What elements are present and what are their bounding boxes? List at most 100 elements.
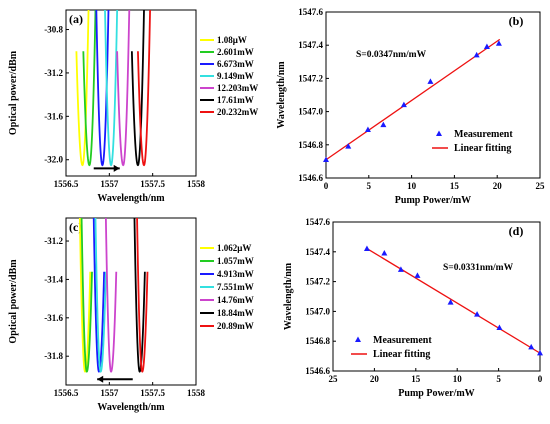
panel-3: 25 20 15 10 5 0 1546.6 1546.8 1547.0 1547.2 1547.4…	[283, 217, 543, 399]
y-tick-label: -31.2	[44, 236, 63, 246]
series-line-2	[80, 217, 93, 373]
y-tick-label: 1547.6	[305, 217, 330, 227]
panel-0: 1556.5 1557 1557.5 1558 -30.8 -31.2 -31.6 -32.0…	[8, 9, 258, 204]
y-tick-label: -30.8	[44, 25, 63, 35]
series-line-1	[75, 9, 90, 167]
y-tick-label: -31.4	[44, 274, 63, 284]
legend-label-4: 9.149mW	[217, 71, 254, 81]
series-line-5	[104, 217, 118, 373]
panel-2: 1556.5 1557 1557.5 1558 -31.2 -31.4 -31.6 -31.8…	[8, 217, 254, 413]
data-point-4	[380, 121, 387, 128]
x-tick-label: 15	[450, 181, 460, 191]
y-tick-label: 1546.8	[305, 336, 330, 346]
legend-swatch-measurement	[355, 336, 361, 342]
data-point-9	[537, 349, 543, 356]
y-tick-label: 1547.4	[305, 247, 330, 257]
legend-label-3: 6.673mW	[217, 59, 254, 69]
legend-label-fit: Linear fitting	[454, 143, 511, 154]
legend-label-1: 1.062μW	[217, 243, 251, 253]
legend-label-2: 1.057mW	[217, 256, 254, 266]
data-point-3	[364, 126, 371, 133]
panel-label: (b)	[509, 14, 524, 28]
series-line-7	[136, 217, 149, 373]
shift-arrow-head	[97, 375, 104, 383]
x-tick-label: 1558	[187, 179, 206, 189]
x-tick-label: 25	[536, 181, 546, 191]
legend-label-1: 1.08μW	[217, 35, 247, 45]
panel-label: (a)	[69, 12, 83, 26]
x-tick-label: 10	[453, 374, 463, 384]
y-tick-label: -31.8	[44, 351, 63, 361]
series-line-6	[130, 9, 145, 167]
x-axis-label: Wavelength/nm	[97, 193, 165, 204]
data-point-6	[474, 311, 481, 317]
panel-1: 0 5 10 15 20 25 1546.6 1546.8 1547.0 1547.2 1547.4…	[276, 7, 545, 206]
data-point-4	[414, 272, 421, 278]
x-axis-label: Pump Power/mW	[395, 195, 471, 206]
x-tick-label: 1557.5	[140, 179, 165, 189]
y-axis-label: Wavelength/nm	[283, 262, 294, 330]
data-point-5	[400, 101, 407, 108]
legend-label-3: 4.913mW	[217, 269, 254, 279]
legend-swatch-measurement	[436, 130, 442, 136]
y-tick-label: -31.2	[44, 68, 63, 78]
series-line-6	[133, 217, 146, 373]
legend-label-measurement: Measurement	[454, 129, 513, 140]
data-point-9	[495, 40, 502, 46]
x-tick-label: 1556.5	[54, 179, 79, 189]
y-tick-label: 1546.6	[298, 173, 323, 183]
x-tick-label: 0	[538, 374, 543, 384]
data-point-7	[473, 51, 480, 58]
y-axis-label: Wavelength/nm	[276, 61, 287, 129]
x-tick-label: 1558	[187, 388, 206, 398]
y-tick-label: 1547.2	[298, 73, 323, 83]
y-tick-label: -31.6	[44, 111, 63, 121]
data-point-1	[323, 156, 329, 162]
y-tick-label: 1547.0	[298, 107, 323, 117]
data-point-8	[528, 343, 535, 350]
y-tick-label: 1547.6	[298, 7, 323, 17]
slope-annotation: S=0.0347nm/mW	[356, 50, 427, 60]
y-tick-label: 1546.6	[305, 366, 330, 376]
series-line-1	[78, 217, 92, 373]
x-axis-label: Pump Power/mW	[398, 388, 474, 399]
x-tick-label: 1557	[100, 388, 119, 398]
data-point-8	[483, 43, 490, 50]
legend-label-6: 17.61mW	[217, 95, 254, 105]
series-line-3	[92, 217, 106, 373]
y-tick-label: -31.6	[44, 313, 63, 323]
y-tick-label: 1547.4	[298, 40, 323, 50]
x-tick-label: 1556.5	[54, 388, 79, 398]
legend-label-6: 18.84mW	[217, 308, 254, 318]
plot-frame	[332, 221, 541, 372]
y-tick-label: 1547.2	[305, 277, 330, 287]
y-axis-label: Optical power/dBm	[8, 259, 19, 344]
series-line-7	[137, 9, 151, 167]
x-tick-label: 0	[324, 181, 329, 191]
plot-frame	[65, 9, 197, 177]
legend-label-2: 2.601mW	[217, 47, 254, 57]
legend-label-5: 12.203mW	[217, 83, 258, 93]
fit-line	[325, 38, 501, 161]
series-line-4	[104, 9, 119, 167]
x-tick-label: 15	[411, 374, 421, 384]
x-axis-label: Wavelength/nm	[97, 402, 165, 413]
x-tick-label: 20	[493, 181, 503, 191]
data-point-2	[381, 249, 388, 256]
panel-label: (c)	[69, 220, 82, 234]
x-tick-label: 10	[407, 181, 417, 191]
legend-label-measurement: Measurement	[373, 335, 432, 346]
shift-arrow-head	[113, 164, 120, 172]
data-point-3	[397, 266, 404, 272]
legend-label-7: 20.89mW	[217, 321, 254, 331]
data-point-7	[496, 324, 503, 330]
data-point-2	[345, 143, 352, 149]
data-point-1	[363, 245, 370, 252]
legend-label-fit: Linear fitting	[373, 349, 430, 360]
y-tick-label: -32.0	[44, 155, 63, 165]
plot-frame	[65, 217, 197, 386]
legend-label-7: 20.232mW	[217, 107, 258, 117]
panel-label: (d)	[509, 224, 524, 238]
data-point-6	[427, 78, 434, 84]
